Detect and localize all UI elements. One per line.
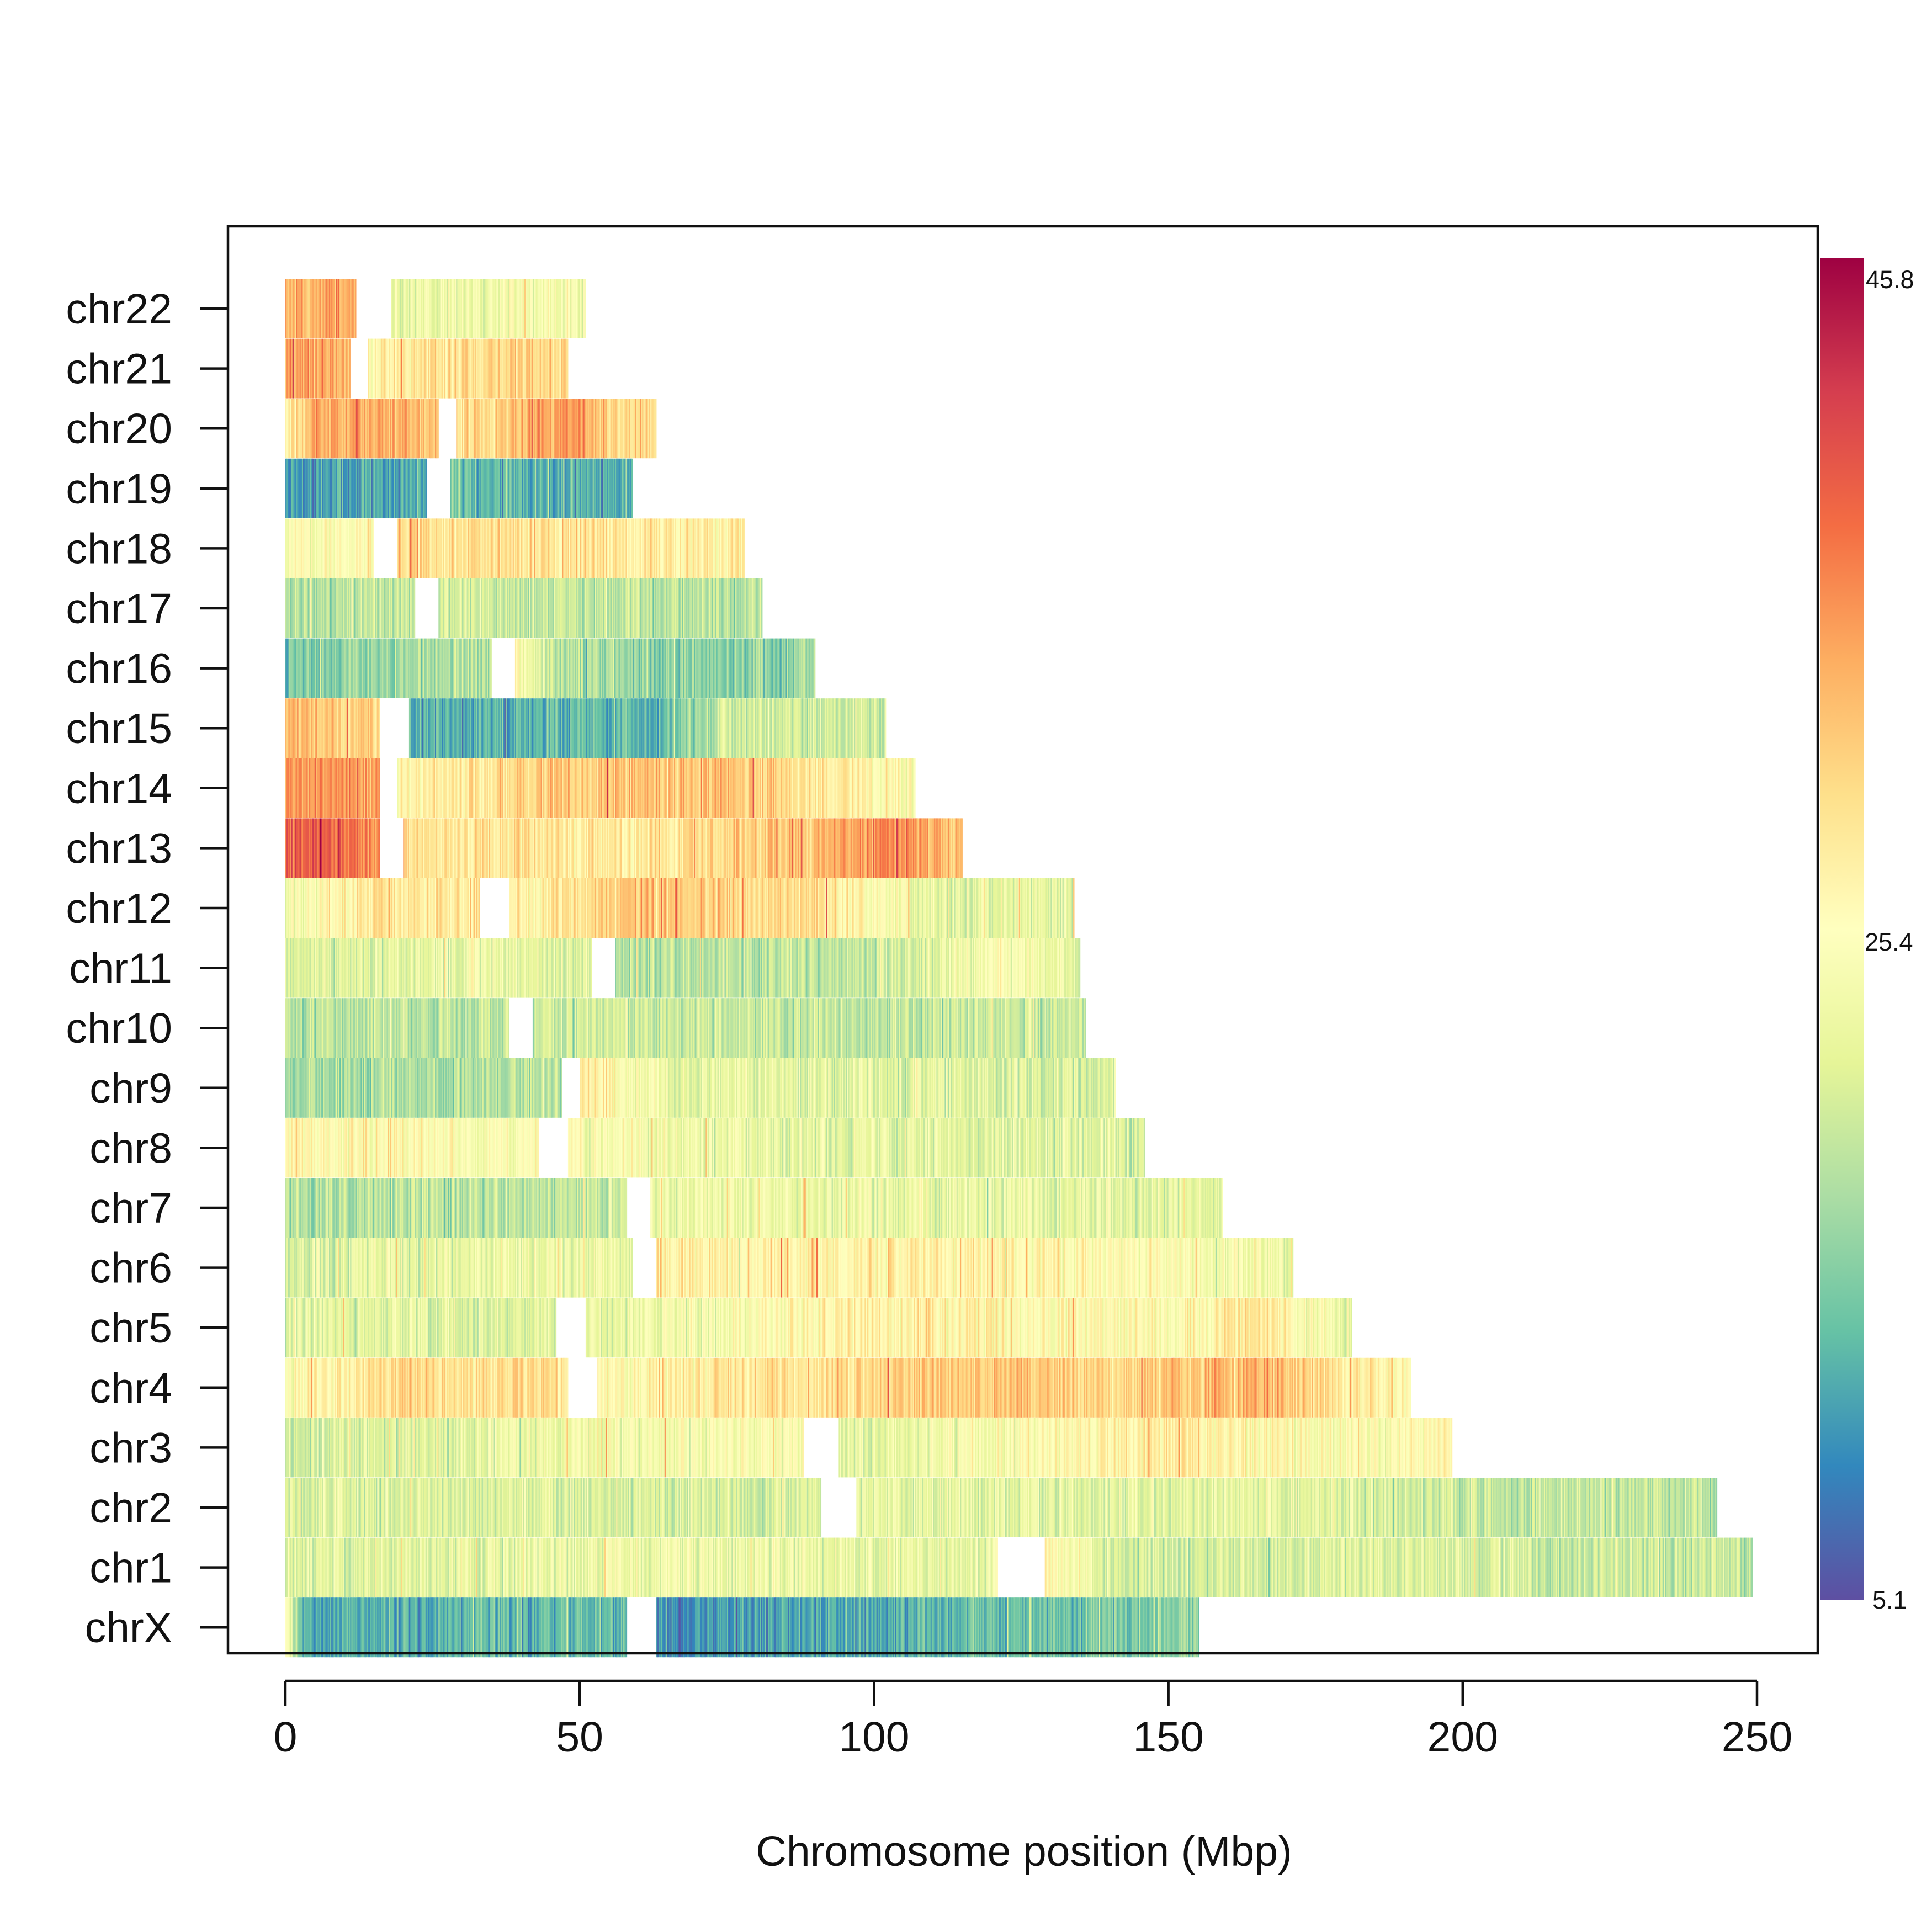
colorbar-max-label: 45.8	[1866, 266, 1914, 294]
chromosome-strip-chr19	[285, 459, 633, 518]
y-tick-label-chr10: chr10	[66, 1005, 172, 1052]
chromosome-strip-chr4	[285, 1358, 1411, 1418]
y-tick-label-chr15: chr15	[66, 705, 172, 752]
y-tick-label-chr11: chr11	[69, 945, 172, 992]
chromosome-strip-chr17	[285, 578, 762, 638]
y-tick-label-chr14: chr14	[66, 765, 172, 813]
y-tick-label-chr1: chr1	[89, 1544, 172, 1592]
chromosome-strip-chr5	[285, 1298, 1352, 1357]
chromosome-strip-chr20	[285, 399, 656, 458]
chromosome-strip-chr7	[285, 1178, 1223, 1238]
y-tick-label-chrX: chrX	[85, 1604, 172, 1652]
y-tick-label-chr8: chr8	[89, 1124, 172, 1172]
colorbar-mid-label: 25.4	[1865, 928, 1913, 956]
chromosome-heatmap-chart: chr22chr21chr20chr19chr18chr17chr16chr15…	[0, 0, 1932, 1932]
x-axis-label: Chromosome position (Mbp)	[756, 1828, 1292, 1875]
x-tick-label-150: 150	[1133, 1713, 1203, 1761]
y-tick-label-chr3: chr3	[89, 1424, 172, 1472]
y-tick-label-chr12: chr12	[66, 885, 172, 932]
y-tick-label-chr19: chr19	[66, 465, 172, 513]
y-tick-label-chr7: chr7	[89, 1185, 172, 1232]
chromosome-strip-chr15	[285, 698, 886, 758]
chromosome-strip-chr21	[285, 339, 568, 399]
chromosome-strip-chr3	[285, 1418, 1452, 1477]
chromosome-strip-chrX	[285, 1597, 1199, 1657]
y-tick-label-chr6: chr6	[89, 1245, 172, 1292]
y-tick-label-chr22: chr22	[66, 285, 172, 333]
y-tick-label-chr18: chr18	[66, 525, 172, 572]
chromosome-strip-chr10	[285, 998, 1086, 1058]
chromosome-strip-chr2	[285, 1478, 1717, 1537]
x-tick-label-250: 250	[1722, 1713, 1792, 1761]
colorbar-min-label: 5.1	[1872, 1586, 1907, 1614]
chromosome-strip-chr8	[285, 1118, 1145, 1177]
y-tick-label-chr21: chr21	[66, 346, 172, 393]
chromosome-strip-chr18	[285, 518, 745, 578]
chromosome-strip-chr16	[285, 639, 815, 698]
y-tick-label-chr5: chr5	[89, 1304, 172, 1352]
y-tick-label-chr9: chr9	[89, 1065, 172, 1112]
y-tick-label-chr20: chr20	[66, 405, 172, 453]
x-tick-label-50: 50	[556, 1713, 603, 1761]
y-tick-label-chr13: chr13	[66, 825, 172, 872]
chromosome-strip-chr6	[285, 1238, 1293, 1298]
y-tick-label-chr16: chr16	[66, 645, 172, 693]
y-tick-label-chr2: chr2	[89, 1484, 172, 1532]
y-tick-label-chr17: chr17	[66, 585, 172, 633]
x-tick-label-100: 100	[838, 1713, 909, 1761]
chromosome-strip-chr12	[285, 878, 1075, 938]
chromosome-strip-chr22	[285, 279, 586, 338]
colorbar-gradient	[1820, 258, 1864, 1600]
x-tick-label-0: 0	[274, 1713, 298, 1761]
y-tick-label-chr4: chr4	[89, 1365, 172, 1412]
x-tick-label-200: 200	[1427, 1713, 1498, 1761]
chromosome-strip-chr9	[285, 1058, 1116, 1118]
chromosome-strip-chr11	[285, 938, 1080, 998]
